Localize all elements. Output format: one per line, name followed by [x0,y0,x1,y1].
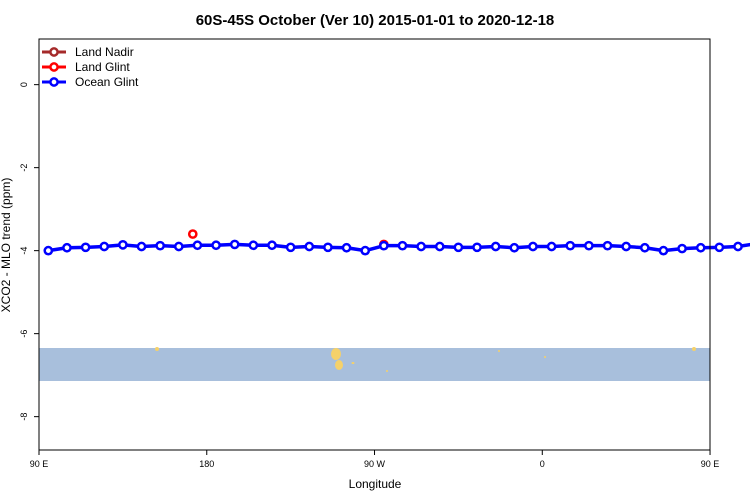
ocean-glint-point [173,241,184,252]
y-axis-label: XCO2 - MLO trend (ppm) [0,178,13,313]
land-glint-point [187,229,198,239]
ocean-glint-point [248,240,259,251]
legend-label: Land Nadir [75,45,134,59]
x-tick-label: 90 E [701,459,720,469]
y-tick-label: -6 [19,330,29,338]
y-tick-label: 0 [19,82,29,87]
ocean-glint-point [621,241,632,252]
ocean-glint-point [192,240,203,251]
ocean-glint-point [453,242,464,253]
ocean-glint-point [434,241,445,252]
ocean-glint-point [490,241,501,252]
x-tick-label: 0 [540,459,545,469]
ocean-glint-point [99,241,110,252]
ocean-glint-line [48,242,750,253]
ocean-glint-point [80,242,91,253]
x-tick-label: 90 E [30,459,49,469]
map-land-patch [544,356,546,358]
ocean-glint-point [267,240,277,251]
legend-swatch-marker [49,62,59,72]
ocean-glint-point [472,242,482,253]
y-axis: 0 -2 -4 -6 -8 [19,82,39,421]
y-tick-label: -8 [19,413,29,421]
map-land-patch [331,348,341,360]
series-layer [43,229,750,256]
x-tick-label: 180 [199,459,214,469]
ocean-glint-point [584,240,594,251]
ocean-glint-point [229,239,240,250]
ocean-glint-point [378,240,389,251]
ocean-glint-point [733,241,743,252]
ocean-glint-point [397,240,408,251]
ocean-glint-point [136,241,147,252]
map-land-patch [386,370,388,372]
ocean-glint-point [118,239,128,250]
map-land-patch [155,347,159,351]
ocean-glint-point [304,241,315,252]
ocean-glint-point [509,242,520,253]
map-ocean-band [39,348,710,381]
map-land-patch [335,360,343,370]
x-tick-label: 90 W [364,459,386,469]
ocean-glint-point [639,242,650,253]
ocean-glint-point [658,245,669,256]
map-land-patch [692,347,696,351]
chart-title: 60S-45S October (Ver 10) 2015-01-01 to 2… [196,12,555,29]
map-land-shapes [155,347,696,372]
y-tick-label: -4 [19,247,29,255]
legend-swatch-marker [49,47,59,57]
ocean-glint-point [602,240,613,251]
x-axis-label: Longitude [349,477,402,491]
ocean-glint-point [341,242,352,253]
ocean-glint-point [565,240,576,251]
ocean-glint-point [546,241,557,252]
map-land-patch [498,350,500,352]
ocean-glint-point [43,245,54,256]
ocean-glint-point [155,240,166,251]
ocean-glint-point [695,242,706,253]
ocean-glint-point [416,241,426,252]
ocean-glint-point [323,242,333,253]
y-tick-label: -2 [19,164,29,172]
legend-label: Ocean Glint [75,75,139,89]
ocean-glint-point [285,242,296,253]
legend-swatch-marker [49,77,59,87]
ocean-glint-point [211,240,221,251]
ocean-glint-point [714,242,725,253]
ocean-glint-point [677,243,687,254]
ocean-glint-point [528,241,538,252]
legend-label: Land Glint [75,60,130,74]
ocean-glint-point [360,245,371,256]
map-land-patch [351,362,355,364]
ocean-glint-point [62,242,72,253]
